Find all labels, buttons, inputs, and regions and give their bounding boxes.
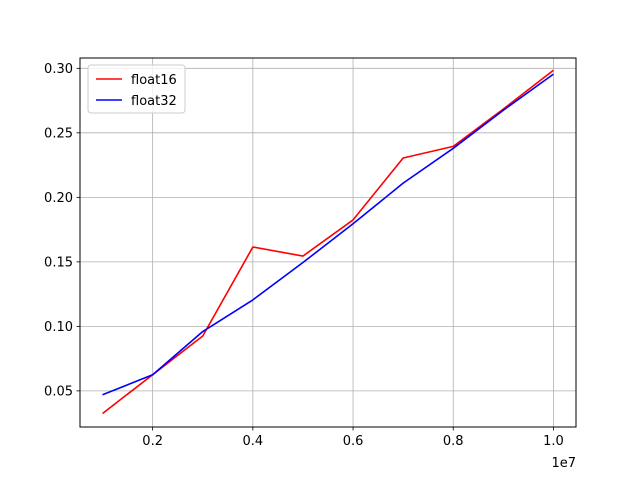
x-tick-label: 0.8 (443, 434, 464, 449)
x-tick-label: 0.4 (243, 434, 264, 449)
y-tick-label: 0.25 (44, 126, 73, 141)
x-tick-label: 1.0 (543, 434, 564, 449)
x-axis-offset-label: 1e7 (551, 456, 576, 471)
y-tick-label: 0.05 (44, 384, 73, 399)
legend-box (87, 64, 186, 114)
y-tick-label: 0.10 (44, 320, 73, 335)
x-tick-label: 0.6 (343, 434, 364, 449)
series-line-float16 (102, 69, 554, 415)
x-tick-label: 0.2 (142, 434, 163, 449)
x-axis: 0.2 0.4 0.6 0.8 1.0 (142, 427, 564, 449)
axes-frame (79, 57, 577, 428)
series-lines (102, 69, 554, 415)
y-tick-label: 0.15 (44, 255, 73, 270)
y-tick-label: 0.20 (44, 191, 73, 206)
legend: float16 float32 (87, 64, 186, 114)
legend-label-float32: float32 (131, 94, 177, 109)
grid (80, 58, 576, 427)
y-axis: 0.05 0.10 0.15 0.20 0.25 0.30 (44, 62, 80, 399)
series-line-float32 (102, 73, 554, 396)
legend-label-float16: float16 (131, 73, 177, 88)
y-tick-label: 0.30 (44, 62, 73, 77)
